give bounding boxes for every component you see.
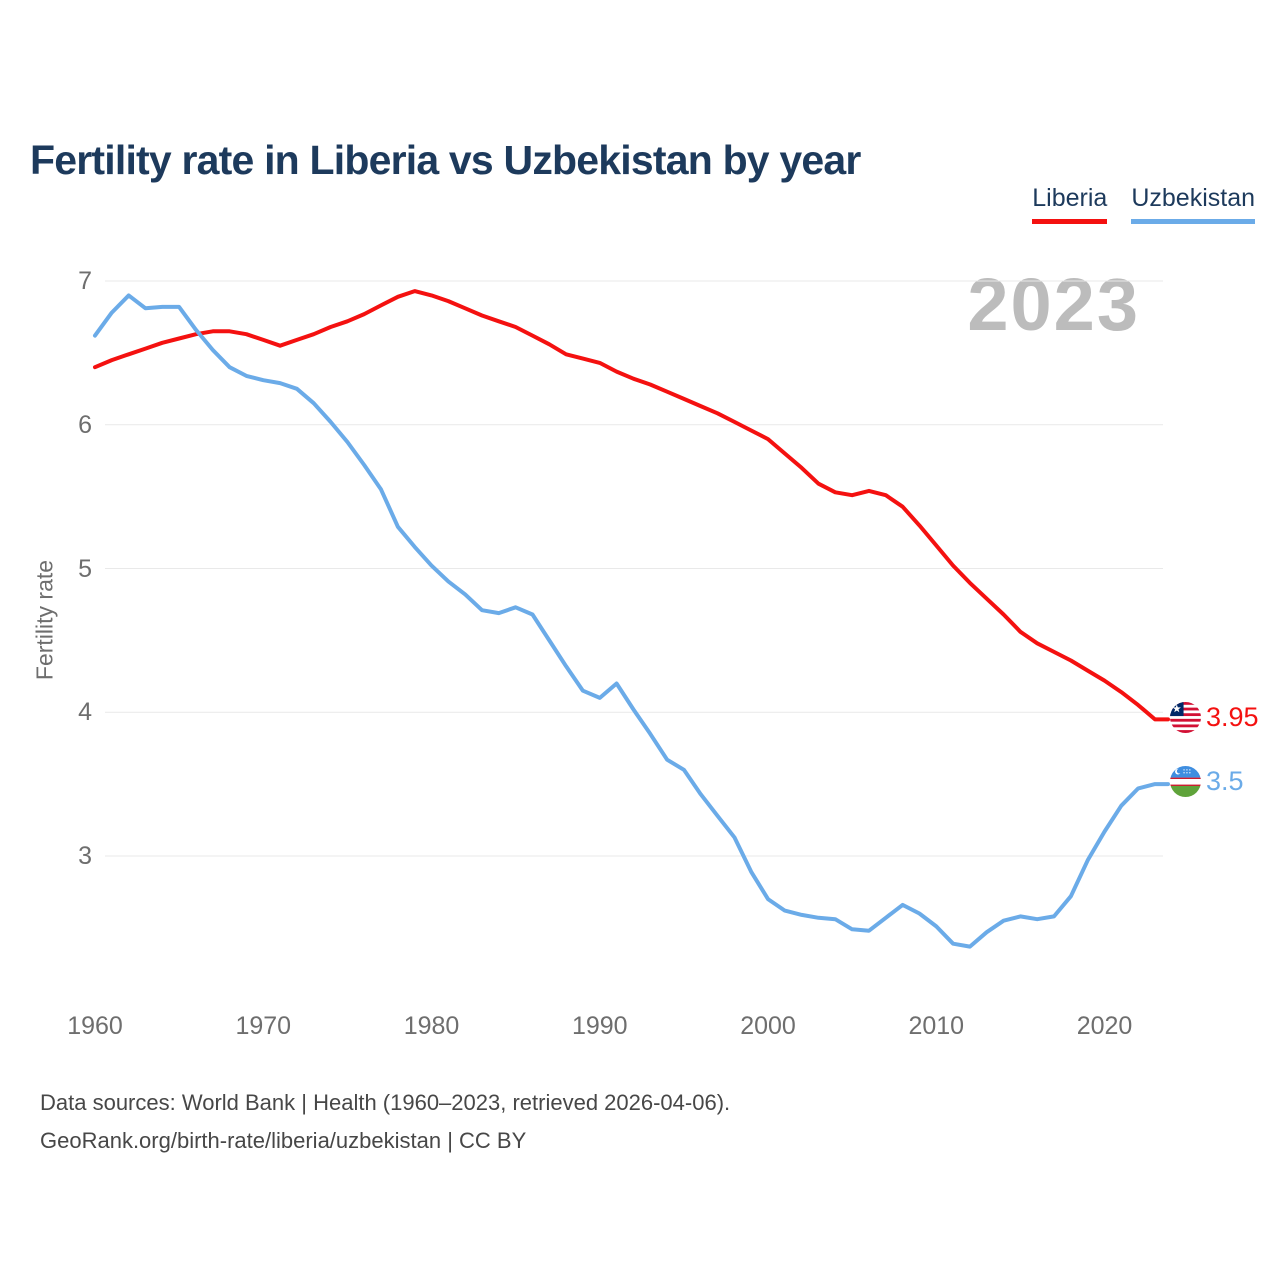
uzbekistan-flag-icon [1170,766,1201,797]
footer-attribution: GeoRank.org/birth-rate/liberia/uzbekista… [40,1128,527,1153]
x-tick-label: 1980 [403,1012,460,1040]
end-label-liberia: 3.95 [1170,702,1259,733]
end-value-uzbekistan: 3.5 [1206,766,1244,796]
footer: Data sources: World Bank | Health (1960–… [40,1084,730,1160]
end-label-uzbekistan: 3.5 [1170,766,1244,797]
y-tick-label: 6 [78,410,92,439]
x-tick-label: 2020 [1076,1012,1133,1040]
legend-item-uzbekistan[interactable]: Uzbekistan [1131,184,1255,224]
y-tick-label: 4 [78,698,92,727]
legend: Liberia Uzbekistan [1032,184,1255,224]
legend-swatch-liberia [1032,219,1108,224]
footer-sources: Data sources: World Bank | Health (1960–… [40,1090,731,1115]
end-value-liberia: 3.95 [1206,702,1259,732]
legend-item-liberia[interactable]: Liberia [1032,184,1108,224]
x-tick-label: 2000 [740,1012,796,1040]
watermark-year: 2023 [967,263,1140,346]
liberia-flag-icon [1170,702,1201,733]
x-tick-label: 1970 [235,1012,292,1040]
legend-label-uzbekistan: Uzbekistan [1131,184,1255,212]
x-tick-label: 1960 [67,1012,123,1040]
chart-title: Fertility rate in Liberia vs Uzbekistan … [30,137,861,184]
y-tick-label: 7 [78,267,92,295]
x-tick-label: 1990 [571,1012,628,1040]
legend-swatch-uzbekistan [1131,219,1255,224]
x-tick-label: 2010 [908,1012,965,1040]
y-tick-label: 3 [78,842,92,870]
y-axis-title: Fertility rate [31,559,58,681]
legend-label-liberia: Liberia [1032,184,1108,212]
